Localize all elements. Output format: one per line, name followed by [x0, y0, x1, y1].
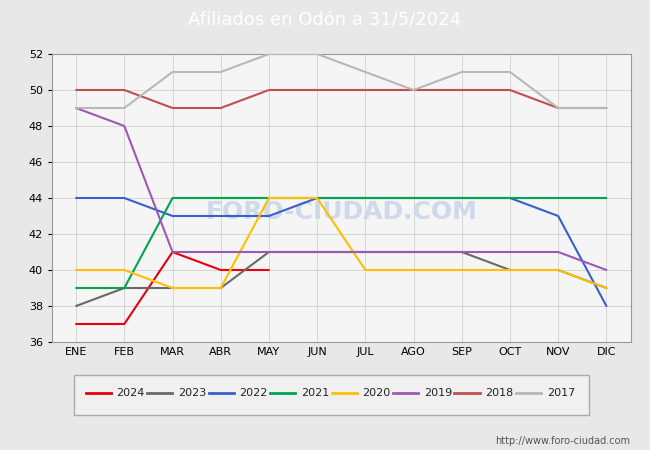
Text: http://www.foro-ciudad.com: http://www.foro-ciudad.com — [495, 436, 630, 446]
Text: 2023: 2023 — [177, 388, 206, 398]
Text: 2024: 2024 — [116, 388, 145, 398]
Text: Afiliados en Odón a 31/5/2024: Afiliados en Odón a 31/5/2024 — [188, 11, 462, 29]
Text: FORO-CIUDAD.COM: FORO-CIUDAD.COM — [205, 200, 477, 225]
FancyBboxPatch shape — [74, 375, 589, 414]
Text: 2021: 2021 — [301, 388, 329, 398]
Text: 2022: 2022 — [239, 388, 268, 398]
Text: 2018: 2018 — [485, 388, 514, 398]
Text: 2020: 2020 — [362, 388, 391, 398]
Text: 2017: 2017 — [547, 388, 575, 398]
Text: 2019: 2019 — [424, 388, 452, 398]
